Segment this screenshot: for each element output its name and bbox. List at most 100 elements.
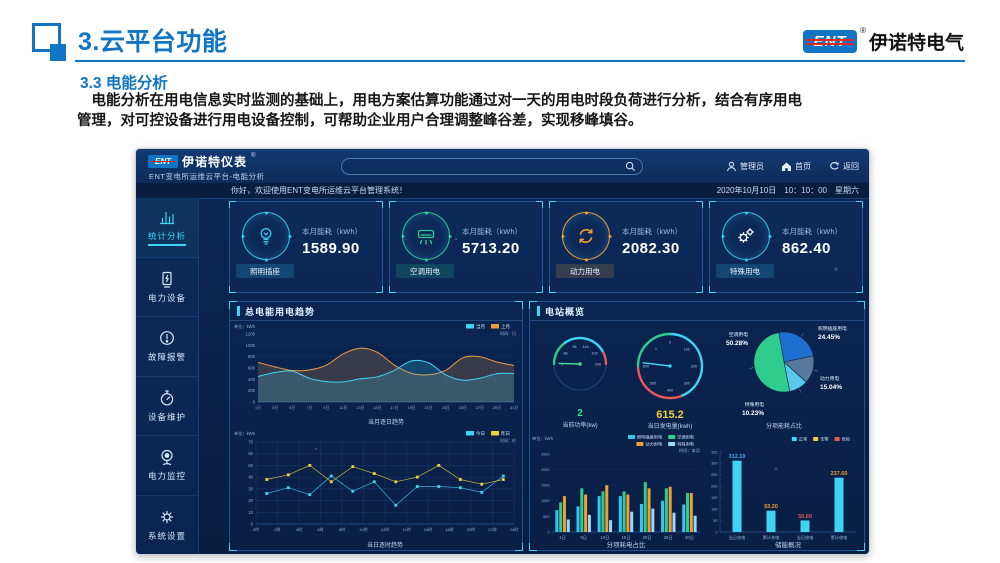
- svg-text:当月逐日趋势: 当月逐日趋势: [368, 418, 404, 426]
- svg-text:当月: 当月: [476, 323, 485, 330]
- welcome-bar: 你好，欢迎使用ENT变电所运维云平台管理系统！ 2020年10月10日 10：1…: [136, 183, 869, 199]
- svg-text:当日充电: 当日充电: [729, 534, 747, 541]
- svg-text:600: 600: [248, 366, 256, 371]
- svg-text:25日: 25日: [459, 406, 467, 410]
- kpi-card-ac: 空调用电 本月能耗（kWh） 5713.20: [389, 201, 543, 293]
- kpi-metric-label: 本月能耗（kWh）: [782, 227, 842, 236]
- sidebar-item-settings[interactable]: 系统设置: [136, 496, 198, 555]
- svg-text:500: 500: [650, 381, 656, 385]
- svg-text:10.23%: 10.23%: [742, 410, 764, 417]
- svg-text:10时: 10时: [359, 526, 367, 532]
- svg-text:上月: 上月: [501, 323, 510, 330]
- monthly-trend-area-chart: 0 200 400 600 800 1000 1200 1日 3日 5日 7日 9日 11日 13日 15日…: [234, 323, 518, 426]
- nav-back[interactable]: 返回: [828, 161, 859, 172]
- svg-text:时间：本月: 时间：本月: [679, 447, 700, 454]
- power-device-icon: [162, 271, 172, 288]
- panel-title: 电站概览: [530, 302, 864, 321]
- svg-text:6时: 6时: [317, 526, 323, 532]
- title-decoration-icon: [32, 23, 61, 52]
- sidebar-item-maintenance[interactable]: 设备维护: [136, 377, 198, 436]
- search-bar[interactable]: [341, 158, 643, 176]
- sidebar-item-monitoring[interactable]: 电力监控: [136, 436, 198, 496]
- svg-text:10日: 10日: [600, 535, 609, 541]
- svg-text:昨日: 昨日: [501, 430, 510, 437]
- svg-text:2000: 2000: [541, 468, 549, 472]
- search-icon[interactable]: [625, 161, 636, 172]
- svg-text:25日: 25日: [664, 535, 673, 541]
- sidebar-item-label: 电力设备: [147, 292, 186, 303]
- search-input[interactable]: [350, 159, 614, 176]
- title-accent: [237, 306, 240, 316]
- gears-icon: [738, 228, 754, 243]
- svg-text:22时: 22时: [488, 526, 496, 532]
- svg-text:10: 10: [248, 510, 253, 515]
- svg-text:31日: 31日: [510, 406, 518, 410]
- nav-home[interactable]: 首页: [781, 161, 811, 172]
- kpi-metric-label: 本月能耗（kWh）: [622, 227, 682, 236]
- sidebar-item-label: 电力监控: [147, 471, 186, 482]
- svg-text:96: 96: [572, 345, 576, 349]
- svg-text:3日: 3日: [272, 406, 278, 410]
- registered-mark: ®: [251, 153, 256, 159]
- svg-text:50.60: 50.60: [798, 514, 812, 520]
- svg-text:237.60: 237.60: [831, 471, 848, 477]
- cycle-arrows-icon: [579, 228, 593, 244]
- svg-text:分项能耗占比: 分项能耗占比: [766, 422, 802, 430]
- body-line-2: 管理，对可控设备进行用电设备控制，可帮助企业用户合理调整峰谷差，实现移峰填谷。: [77, 112, 643, 129]
- svg-text:150: 150: [711, 496, 717, 500]
- svg-text:15.04%: 15.04%: [820, 384, 842, 391]
- svg-text:350: 350: [711, 450, 717, 454]
- svg-text:400: 400: [248, 377, 256, 382]
- svg-text:48: 48: [563, 352, 567, 356]
- svg-text:40: 40: [248, 475, 253, 480]
- gear-icon: [160, 510, 174, 523]
- svg-text:单位：kWh: 单位：kWh: [234, 430, 256, 437]
- svg-text:24时: 24时: [510, 526, 518, 532]
- sidebar-item-alarms[interactable]: 故障报警: [136, 317, 198, 377]
- ring-dots: [585, 235, 588, 238]
- topbar-actions: 管理员 首页 返回: [726, 149, 859, 183]
- svg-text:200: 200: [691, 364, 697, 368]
- svg-text:0: 0: [547, 530, 549, 534]
- sidebar-item-label: 系统设置: [147, 530, 186, 541]
- svg-text:13日: 13日: [356, 406, 364, 410]
- svg-text:空调用电: 空调用电: [729, 331, 748, 338]
- svg-text:20日: 20日: [643, 535, 652, 541]
- kpi-value: 5713.20: [462, 240, 520, 257]
- kpi-row: 照明插座 本月能耗（kWh） 1589.90 空调用电 本月能耗（kWh） 57…: [229, 201, 863, 293]
- svg-text:0: 0: [251, 522, 254, 527]
- ent-logo: ENT: [803, 30, 858, 53]
- svg-text:时间：日: 时间：日: [500, 330, 516, 336]
- svg-text:50: 50: [713, 519, 717, 523]
- svg-text:17日: 17日: [391, 406, 399, 410]
- svg-text:50.28%: 50.28%: [726, 340, 748, 347]
- panel-title-text: 电站概览: [545, 306, 586, 317]
- svg-text:储能概况: 储能概况: [775, 540, 802, 549]
- svg-text:27日: 27日: [476, 406, 484, 410]
- sidebar-item-label: 统计分析: [147, 230, 186, 247]
- kpi-card-special: 特殊用电 本月能耗（kWh） 862.40: [709, 201, 863, 293]
- svg-text:7日: 7日: [306, 406, 312, 410]
- body-line-1: 电能分析在用电信息实时监测的基础上，用电方案估算功能通过对一天的用电时段负荷进行…: [77, 93, 802, 109]
- svg-text:16时: 16时: [424, 526, 432, 532]
- user-menu[interactable]: 管理员: [726, 161, 764, 172]
- panel-title-text: 总电能用电趋势: [245, 306, 316, 317]
- svg-text:2: 2: [577, 408, 583, 419]
- datetime: 2020年10月10日 10：10：00 星期六: [716, 186, 859, 195]
- kpi-label: 特殊用电: [716, 264, 774, 278]
- svg-text:20时: 20时: [467, 526, 475, 532]
- kpi-value: 2082.30: [622, 240, 680, 257]
- kpi-label: 动力用电: [556, 264, 614, 278]
- svg-text:当日放电: 当日放电: [797, 534, 815, 541]
- ring-dots: [265, 235, 268, 238]
- svg-text:1日: 1日: [559, 535, 566, 541]
- ring-dots: [745, 235, 748, 238]
- svg-text:特殊用电: 特殊用电: [745, 401, 764, 408]
- page-title: 3.云平台功能: [78, 28, 228, 56]
- kpi-ring: [242, 212, 290, 260]
- sidebar-item-stats[interactable]: 统计分析: [136, 198, 198, 258]
- svg-text:30日: 30日: [685, 535, 694, 541]
- svg-text:1000: 1000: [541, 499, 549, 503]
- sidebar-item-devices[interactable]: 电力设备: [136, 258, 198, 317]
